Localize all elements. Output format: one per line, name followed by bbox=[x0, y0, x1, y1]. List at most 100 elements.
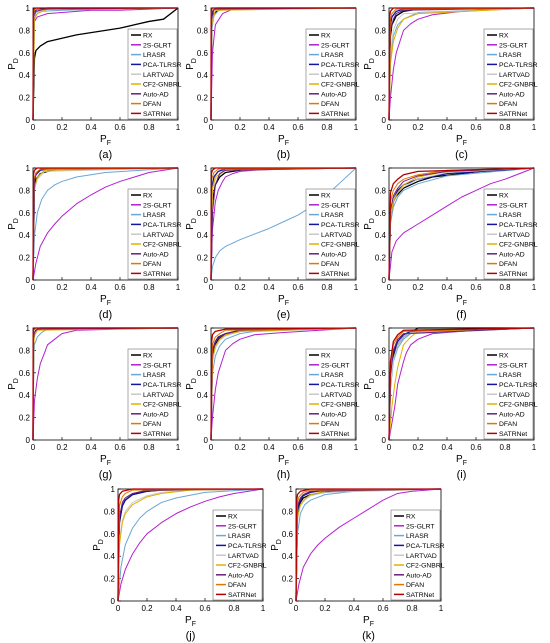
x-tick-label: 0.6 bbox=[114, 283, 126, 292]
series-line-2s-glrt bbox=[388, 327, 535, 441]
y-tick-label: 0.2 bbox=[197, 414, 209, 423]
x-tick-label: 0.4 bbox=[85, 283, 97, 292]
x-tick-label: 1 bbox=[354, 123, 359, 132]
legend-label: DFAN bbox=[406, 582, 424, 589]
legend-label: RX bbox=[143, 193, 153, 200]
x-axis-label: PF bbox=[456, 454, 467, 467]
roc-panel: 0 0.2 0.4 0.6 0.8 1 0 0.2 0.4 0.6 0.8 1 PF PD RX 2S-GLR… bbox=[185, 4, 360, 161]
y-axis-label-sub: D bbox=[369, 378, 376, 383]
x-axis-label: PF bbox=[100, 134, 111, 147]
y-axis-label-sub: D bbox=[369, 218, 376, 223]
series-line-cf2-gnbrl bbox=[388, 7, 535, 121]
x-tick-label: 1 bbox=[532, 283, 537, 292]
x-tick-label: 0.8 bbox=[143, 123, 155, 132]
x-tick-label: 0.2 bbox=[412, 443, 424, 452]
legend-label: LRASR bbox=[321, 52, 344, 59]
series-line-lrasr bbox=[210, 327, 357, 441]
legend-label: LRASR bbox=[143, 212, 166, 219]
x-tick-label: 0.6 bbox=[292, 123, 304, 132]
legend-label: SATRNet bbox=[499, 111, 527, 118]
x-tick-label: 0.4 bbox=[263, 123, 275, 132]
panel-caption: (g) bbox=[99, 469, 112, 481]
series-line-2s-glrt bbox=[388, 7, 535, 121]
x-tick-label: 0.8 bbox=[499, 443, 511, 452]
y-tick-label: 1 bbox=[26, 324, 31, 333]
legend-label: LRASR bbox=[143, 372, 166, 379]
x-tick-label: 0.4 bbox=[441, 443, 453, 452]
x-tick-label: 0 bbox=[387, 283, 392, 292]
y-tick-label: 0.6 bbox=[197, 369, 209, 378]
y-tick-label: 0.4 bbox=[197, 71, 209, 80]
y-tick-label: 0 bbox=[204, 436, 209, 445]
x-axis-label-sub: F bbox=[285, 460, 289, 467]
x-tick-label: 1 bbox=[439, 604, 444, 613]
roc-panel: 0 0.2 0.4 0.6 0.8 1 0 0.2 0.4 0.6 0.8 1 PF PD RX 2S-GLR… bbox=[7, 4, 182, 161]
legend-label: LRASR bbox=[143, 52, 166, 59]
y-axis-label: PD bbox=[363, 58, 376, 70]
y-tick-label: 0.4 bbox=[19, 391, 31, 400]
y-tick-label: 0.2 bbox=[375, 94, 387, 103]
x-tick-label: 0.4 bbox=[263, 443, 275, 452]
legend-label: 2S-GLRT bbox=[143, 202, 172, 209]
x-axis-label: PF bbox=[456, 134, 467, 147]
x-tick-label: 0.6 bbox=[470, 443, 482, 452]
series-line-2s-glrt bbox=[210, 327, 357, 441]
y-tick-label: 0.8 bbox=[375, 26, 387, 35]
legend-label: CF2-GNBRL bbox=[321, 402, 360, 409]
y-tick-label: 0 bbox=[382, 116, 387, 125]
y-tick-label: 1 bbox=[204, 324, 209, 333]
x-tick-label: 0 bbox=[209, 123, 214, 132]
x-axis-label: PF bbox=[278, 294, 289, 307]
y-tick-label: 0.8 bbox=[197, 26, 209, 35]
x-axis-label-sub: F bbox=[370, 621, 374, 628]
legend-label: CF2-GNBRL bbox=[499, 82, 538, 89]
legend-label: DFAN bbox=[499, 101, 517, 108]
legend-label: SATRNet bbox=[143, 431, 171, 438]
legend-label: 2S-GLRT bbox=[406, 523, 435, 530]
y-axis-label: PD bbox=[92, 539, 105, 551]
x-axis-label: PF bbox=[185, 615, 196, 628]
legend-label: CF2-GNBRL bbox=[499, 402, 538, 409]
legend-label: Auto-AD bbox=[228, 572, 254, 579]
legend-label: Auto-AD bbox=[143, 91, 169, 98]
y-tick-label: 0.2 bbox=[282, 575, 294, 584]
y-tick-label: 0 bbox=[204, 276, 209, 285]
y-axis-label-sub: D bbox=[191, 58, 198, 63]
x-tick-label: 0.8 bbox=[406, 604, 418, 613]
series-line-auto-ad bbox=[210, 167, 357, 281]
legend-label: SATRNet bbox=[321, 111, 349, 118]
x-tick-label: 0.6 bbox=[199, 604, 211, 613]
legend-label: 2S-GLRT bbox=[499, 202, 528, 209]
legend-label: LARTVAD bbox=[321, 392, 352, 399]
series-line-satrnet bbox=[210, 327, 357, 441]
legend-label: PCA-TLRSR bbox=[321, 222, 360, 229]
x-tick-label: 0 bbox=[387, 123, 392, 132]
y-axis-label-sub: D bbox=[369, 58, 376, 63]
series-line-satrnet bbox=[210, 167, 356, 281]
series-line-lrasr bbox=[32, 167, 179, 281]
legend-label: SATRNet bbox=[228, 592, 256, 599]
x-tick-label: 0.2 bbox=[234, 443, 246, 452]
panel-caption: (f) bbox=[456, 309, 466, 321]
legend-label: RX bbox=[321, 33, 331, 40]
x-tick-label: 0 bbox=[31, 283, 36, 292]
panel-caption: (c) bbox=[455, 149, 468, 161]
x-tick-label: 1 bbox=[261, 604, 266, 613]
y-axis-label: PD bbox=[7, 378, 20, 390]
y-axis-label-sub: D bbox=[13, 378, 20, 383]
y-tick-label: 0.4 bbox=[197, 231, 209, 240]
legend-label: PCA-TLRSR bbox=[499, 382, 538, 389]
y-tick-label: 0 bbox=[26, 116, 31, 125]
x-tick-label: 0.2 bbox=[56, 283, 68, 292]
legend-label: 2S-GLRT bbox=[143, 362, 172, 369]
legend-label: DFAN bbox=[321, 101, 339, 108]
legend-label: PCA-TLRSR bbox=[499, 222, 538, 229]
y-axis-label-sub: D bbox=[191, 378, 198, 383]
y-tick-label: 0.4 bbox=[197, 391, 209, 400]
x-tick-label: 0.6 bbox=[377, 604, 389, 613]
legend-label: PCA-TLRSR bbox=[143, 222, 182, 229]
legend-label: DFAN bbox=[499, 421, 517, 428]
y-tick-label: 0 bbox=[289, 597, 294, 606]
roc-panel: 0 0.2 0.4 0.6 0.8 1 0 0.2 0.4 0.6 0.8 1 PF PD RX 2S-GLR… bbox=[363, 4, 538, 161]
y-tick-label: 1 bbox=[382, 4, 387, 13]
